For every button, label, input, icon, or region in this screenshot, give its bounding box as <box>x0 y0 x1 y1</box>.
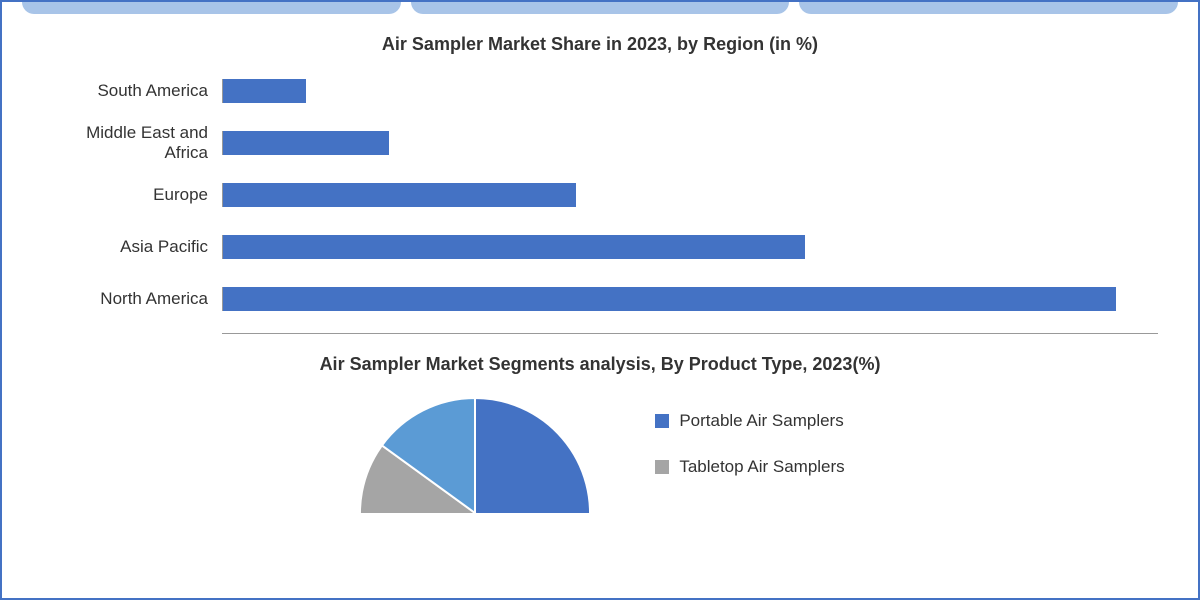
bar-chart-section: Air Sampler Market Share in 2023, by Reg… <box>2 14 1198 344</box>
legend-label: Tabletop Air Samplers <box>679 457 844 477</box>
pie-chart-section: Air Sampler Market Segments analysis, By… <box>2 354 1198 513</box>
bar-label: Europe <box>42 185 222 205</box>
legend-item: Tabletop Air Samplers <box>655 457 844 477</box>
bar-row: Middle East and Africa <box>42 125 1158 161</box>
bar-chart: South America Middle East and Africa Europ… <box>42 73 1158 334</box>
bar-axis-line <box>222 333 1158 334</box>
pie-legend: Portable Air Samplers Tabletop Air Sample… <box>655 393 844 477</box>
pie-chart-row: Portable Air Samplers Tabletop Air Sample… <box>42 393 1158 513</box>
bar-row: North America <box>42 281 1158 317</box>
pie-chart-svg <box>355 393 595 513</box>
bar-row: Asia Pacific <box>42 229 1158 265</box>
legend-label: Portable Air Samplers <box>679 411 843 431</box>
legend-swatch <box>655 414 669 428</box>
pie-chart-title: Air Sampler Market Segments analysis, By… <box>42 354 1158 375</box>
bar-label: Middle East and Africa <box>42 123 222 162</box>
bar-row: South America <box>42 73 1158 109</box>
bar-track <box>222 131 1158 155</box>
bar-fill <box>223 235 805 259</box>
bar-track <box>222 287 1158 311</box>
tab-pill <box>799 2 1178 14</box>
pie-chart-wrap <box>355 393 595 513</box>
bar-label: South America <box>42 81 222 101</box>
top-tabs-row <box>2 2 1198 14</box>
bar-track <box>222 79 1158 103</box>
bar-row: Europe <box>42 177 1158 213</box>
bar-track <box>222 235 1158 259</box>
bar-fill <box>223 131 389 155</box>
bar-label: Asia Pacific <box>42 237 222 257</box>
tab-pill <box>411 2 790 14</box>
bar-fill <box>223 79 306 103</box>
legend-item: Portable Air Samplers <box>655 411 844 431</box>
bar-fill <box>223 183 576 207</box>
bar-track <box>222 183 1158 207</box>
bar-fill <box>223 287 1116 311</box>
bar-label: North America <box>42 289 222 309</box>
legend-swatch <box>655 460 669 474</box>
tab-pill <box>22 2 401 14</box>
bar-chart-title: Air Sampler Market Share in 2023, by Reg… <box>42 34 1158 55</box>
